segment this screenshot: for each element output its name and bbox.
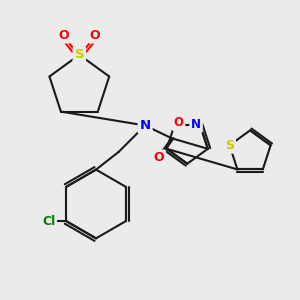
Text: S: S (74, 48, 84, 61)
Text: N: N (140, 119, 151, 132)
Text: O: O (154, 152, 164, 164)
Text: O: O (90, 29, 100, 42)
Text: O: O (58, 29, 69, 42)
Text: N: N (191, 118, 201, 131)
Text: S: S (225, 139, 234, 152)
Text: Cl: Cl (42, 215, 55, 228)
Text: O: O (173, 116, 184, 129)
